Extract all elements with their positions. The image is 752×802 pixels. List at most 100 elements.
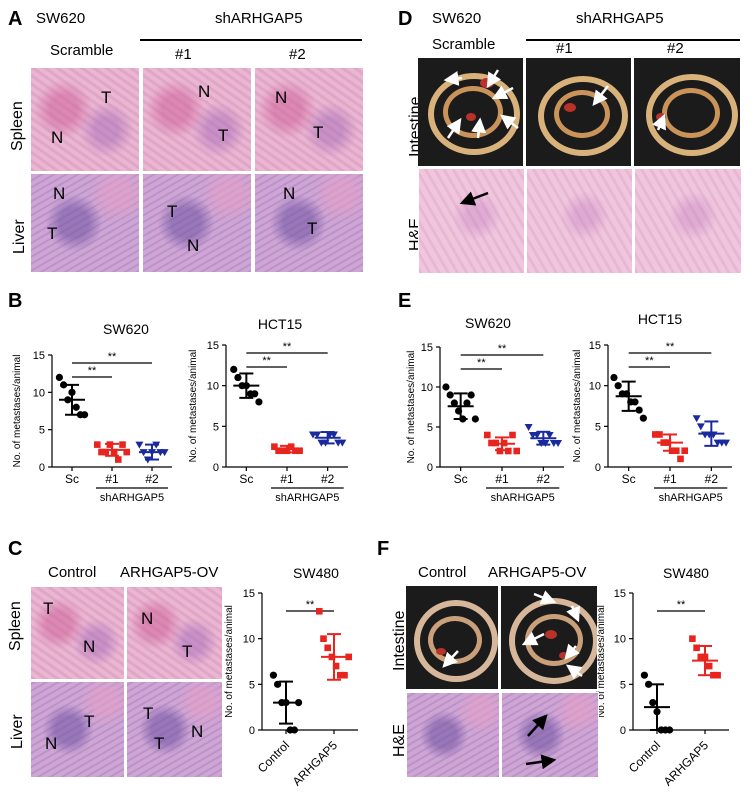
- category-label: Sc: [454, 472, 468, 486]
- data-point: [533, 432, 542, 439]
- data-point: [102, 448, 109, 456]
- y-tick-label: 10: [207, 381, 219, 393]
- data-point: [72, 403, 80, 411]
- group-label: shARHGAP5: [659, 492, 723, 504]
- he-image-liver-control: N T: [30, 681, 125, 778]
- category-label: #1: [105, 472, 119, 486]
- data-point: [234, 373, 242, 382]
- he-image-kd2: [634, 168, 742, 274]
- data-point: [513, 447, 520, 455]
- col-label-scramble: Scramble: [432, 36, 496, 53]
- data-point: [230, 365, 238, 373]
- data-point: [271, 443, 278, 450]
- data-point: [329, 431, 338, 439]
- data-point: [697, 653, 705, 661]
- data-point: [722, 439, 731, 447]
- data-point: [693, 644, 700, 652]
- y-tick-label: 15: [589, 340, 601, 352]
- category-label: #1: [495, 472, 509, 486]
- data-point: [450, 399, 458, 407]
- y-tick-label: 0: [213, 462, 219, 474]
- data-point: [442, 383, 450, 391]
- intestine-photo-scramble: [418, 58, 523, 166]
- data-point: [110, 448, 118, 456]
- he-image-liver-kd2: N T: [254, 173, 364, 273]
- data-point: [135, 441, 144, 449]
- he-image-scramble: [418, 168, 525, 274]
- data-point: [324, 644, 331, 652]
- data-point: [649, 699, 657, 707]
- cell-line-label: SW620: [36, 10, 86, 27]
- data-point: [509, 431, 516, 439]
- data-point: [681, 447, 688, 455]
- y-tick-label: 0: [249, 725, 255, 737]
- data-point: [545, 432, 554, 439]
- y-tick-label: 0: [39, 462, 45, 474]
- he-image-liver-kd1: T N: [142, 173, 252, 273]
- y-tick-label: 15: [614, 588, 626, 600]
- y-tick-label: 0: [620, 725, 626, 737]
- data-point: [123, 448, 130, 456]
- y-tick-label: 0: [427, 462, 433, 474]
- col-label-scramble: Scramble: [50, 42, 114, 59]
- y-axis-label: No. of metastases/animal: [596, 605, 607, 718]
- he-image-spleen-ov: N T: [126, 586, 223, 680]
- col-label-kd1: #1: [556, 40, 573, 57]
- data-point: [296, 447, 303, 455]
- significance-label: **: [666, 341, 675, 353]
- category-label: #1: [280, 472, 294, 486]
- col-label-ov: ARHGAP5-OV: [120, 564, 219, 581]
- data-point: [705, 662, 713, 670]
- panel-label-f: F: [377, 538, 390, 560]
- y-tick-label: 15: [207, 340, 219, 352]
- he-image-control: [406, 692, 500, 778]
- he-image-spleen-kd1: N T: [142, 67, 252, 172]
- group-label: shARHGAP5: [491, 492, 555, 504]
- data-point: [332, 662, 340, 670]
- data-point: [484, 431, 491, 439]
- col-label-ov: ARHGAP5-OV: [488, 564, 587, 581]
- data-point: [554, 440, 563, 447]
- y-tick-label: 10: [421, 382, 433, 394]
- data-point: [524, 424, 533, 431]
- data-point: [652, 431, 659, 438]
- intestine-photo-kd1: [526, 58, 631, 166]
- col-label-kd2: #2: [667, 40, 684, 57]
- he-image-kd1: [526, 168, 633, 274]
- group-label: shARHGAP5: [275, 492, 339, 504]
- data-point: [320, 635, 327, 642]
- data-point: [98, 448, 105, 456]
- significance-label: **: [283, 341, 292, 353]
- chart-title: SW620: [465, 315, 511, 331]
- arrows-overlay-d: [443, 69, 666, 206]
- cell-line-label: SW620: [432, 10, 482, 27]
- y-tick-label: 5: [620, 679, 626, 691]
- significance-label: **: [498, 343, 507, 355]
- data-point: [337, 671, 344, 679]
- y-tick-label: 15: [421, 342, 433, 354]
- category-label: ARHGAP5: [290, 738, 341, 789]
- arrows-overlay-f: [442, 590, 583, 770]
- data-point: [115, 456, 122, 463]
- data-point: [316, 607, 323, 615]
- data-point: [255, 398, 263, 406]
- chart-title: SW480: [293, 565, 339, 581]
- he-image-spleen-control: T N: [30, 586, 125, 680]
- panel-label-b: B: [8, 290, 23, 312]
- panel-label-a: A: [8, 8, 23, 30]
- data-point: [60, 381, 68, 389]
- data-point: [94, 441, 101, 448]
- y-axis-label: No. of metastases/animal: [12, 355, 23, 468]
- col-label-control: Control: [48, 564, 97, 581]
- category-label: #1: [663, 472, 677, 486]
- category-label: #2: [705, 472, 719, 486]
- data-point: [313, 431, 322, 439]
- significance-label: **: [306, 599, 315, 611]
- data-point: [610, 373, 618, 382]
- category-label: Control: [255, 738, 292, 775]
- row-label-spleen: Spleen: [7, 601, 24, 651]
- y-axis-label: No. of metastases/animal: [188, 350, 199, 463]
- data-point: [341, 671, 348, 679]
- data-point: [677, 455, 684, 463]
